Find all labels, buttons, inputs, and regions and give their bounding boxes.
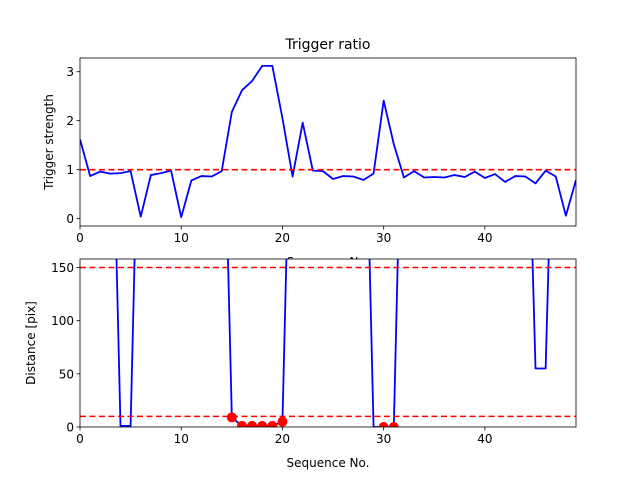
x-axis-label: Sequence No. bbox=[287, 456, 370, 470]
plot-area bbox=[80, 58, 576, 226]
y-tick-label: 100 bbox=[51, 314, 74, 328]
data-point bbox=[236, 420, 247, 427]
plot-content bbox=[80, 259, 576, 427]
y-tick-label: 3 bbox=[66, 65, 74, 79]
data-point bbox=[247, 420, 258, 427]
x-tick-label: 0 bbox=[76, 432, 84, 446]
series-line bbox=[80, 64, 576, 219]
data-point bbox=[378, 422, 389, 427]
data-point bbox=[226, 412, 237, 423]
x-tick-label: 40 bbox=[477, 231, 492, 245]
y-axis-label: Distance [pix] bbox=[24, 301, 38, 385]
plot-frame bbox=[79, 57, 577, 227]
y-tick-label: 0 bbox=[66, 212, 74, 226]
x-tick-label: 20 bbox=[275, 432, 290, 446]
trigger-ratio-panel: Trigger ratio Trigger strength Sequence … bbox=[42, 37, 577, 269]
y-tick-label: 2 bbox=[66, 114, 74, 128]
distance-panel: Distance [pix] Sequence No. 0 10 20 30 40 0 50… bbox=[24, 258, 577, 470]
y-axis-label: Trigger strength bbox=[42, 94, 56, 191]
y-tick-label: 0 bbox=[66, 421, 74, 435]
x-tick-label: 0 bbox=[76, 231, 84, 245]
plot-area bbox=[80, 259, 576, 427]
y-tick-label: 50 bbox=[59, 367, 74, 381]
x-tick-label: 20 bbox=[275, 231, 290, 245]
data-point bbox=[257, 420, 268, 427]
x-tick-label: 10 bbox=[174, 432, 189, 446]
x-tick-label: 40 bbox=[477, 432, 492, 446]
chart-title: Trigger ratio bbox=[284, 37, 370, 53]
y-tick-label: 1 bbox=[66, 163, 74, 177]
x-tick-label: 30 bbox=[376, 432, 391, 446]
data-point bbox=[388, 422, 399, 427]
plot-content bbox=[80, 64, 576, 219]
data-point bbox=[267, 420, 278, 427]
data-point bbox=[277, 416, 288, 427]
plot-frame bbox=[79, 258, 577, 428]
y-tick-label: 150 bbox=[51, 261, 74, 275]
x-tick-label: 10 bbox=[174, 231, 189, 245]
x-tick-label: 30 bbox=[376, 231, 391, 245]
